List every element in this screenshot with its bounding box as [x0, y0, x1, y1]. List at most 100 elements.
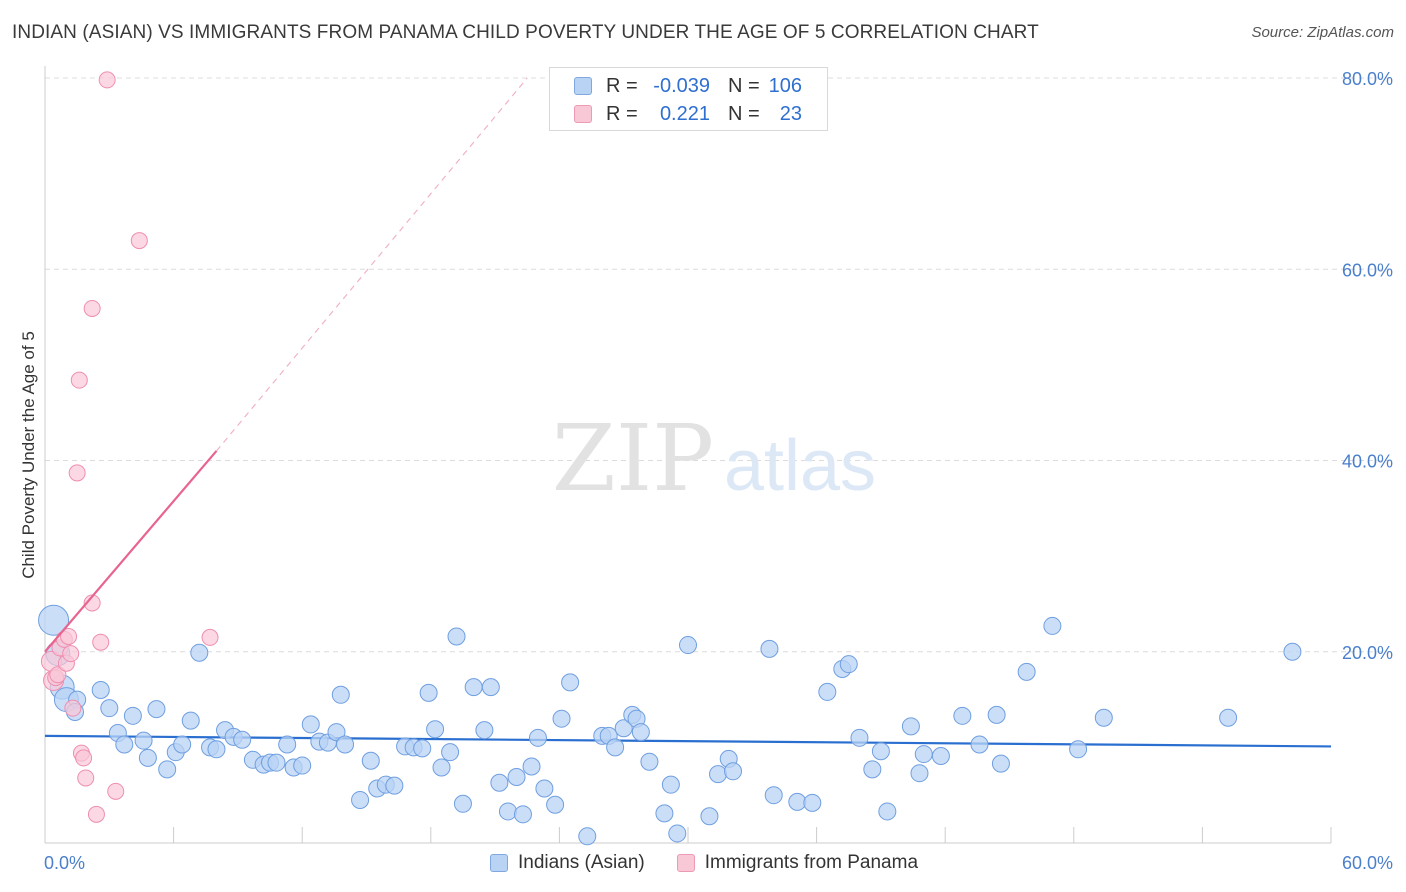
- point-indians: [871, 742, 890, 761]
- point-indians: [327, 723, 346, 742]
- point-indians: [614, 719, 633, 738]
- point-indians: [528, 728, 547, 747]
- point-indians: [709, 765, 728, 784]
- point-panama: [107, 782, 125, 800]
- point-indians: [1017, 662, 1036, 681]
- legend-item-panama[interactable]: Immigrants from Panama: [676, 852, 919, 874]
- pink-swatch-icon: [676, 854, 695, 872]
- point-indians: [535, 779, 554, 798]
- legend-row-panama: R = 0.221 N = 23: [574, 100, 802, 128]
- point-indians: [331, 685, 350, 704]
- point-indians: [507, 768, 526, 787]
- n-value: 106: [768, 74, 802, 97]
- point-panama: [77, 769, 95, 787]
- point-indians: [351, 790, 370, 809]
- y-tick-label: 80.0%: [1342, 69, 1393, 89]
- point-indians: [301, 715, 320, 734]
- point-indians: [910, 764, 929, 783]
- point-indians: [490, 773, 509, 792]
- legend-label-panama: Immigrants from Panama: [704, 852, 919, 873]
- y-tick-label: 20.0%: [1342, 643, 1393, 663]
- point-panama: [201, 628, 219, 646]
- point-panama: [92, 633, 110, 651]
- point-panama: [75, 749, 93, 767]
- point-indians: [901, 717, 920, 736]
- axes: [44, 66, 1332, 844]
- point-indians: [432, 758, 451, 777]
- point-indians: [475, 721, 494, 740]
- point-panama: [98, 71, 116, 89]
- legend-item-indians[interactable]: Indians (Asian): [490, 852, 645, 874]
- point-indians: [863, 760, 882, 779]
- series-legend: Indians (Asian) Immigrants from Panama: [490, 852, 950, 874]
- r-value: -0.039: [653, 74, 710, 97]
- point-indians: [578, 827, 597, 846]
- point-indians: [1069, 740, 1088, 759]
- point-panama: [64, 699, 82, 717]
- point-indians: [413, 739, 432, 758]
- point-indians: [631, 723, 650, 742]
- point-indians: [970, 735, 989, 754]
- point-indians: [441, 743, 460, 762]
- point-indians: [818, 682, 837, 701]
- data-points: [38, 71, 1302, 846]
- r-label: R =: [606, 102, 638, 125]
- point-indians: [419, 683, 438, 702]
- point-panama: [70, 371, 88, 389]
- point-indians: [987, 705, 1006, 724]
- point-indians: [447, 627, 466, 646]
- point-indians: [190, 643, 209, 662]
- x-tick-label: 0.0%: [44, 853, 85, 873]
- grid-lines: [45, 77, 1392, 653]
- y-tick-label: 60.0%: [1342, 260, 1393, 280]
- point-indians: [931, 746, 950, 765]
- trend-line-panama: [44, 450, 218, 653]
- n-label: N =: [728, 74, 760, 97]
- point-panama: [49, 666, 67, 684]
- point-indians: [464, 678, 483, 697]
- point-indians: [522, 757, 541, 776]
- point-indians: [655, 804, 674, 823]
- trend-lines: [44, 77, 1332, 748]
- point-indians: [661, 775, 680, 794]
- point-panama: [87, 805, 105, 823]
- point-indians: [991, 754, 1010, 773]
- point-indians: [700, 807, 719, 826]
- point-indians: [481, 678, 500, 697]
- tick-labels: 20.0% 40.0% 60.0% 80.0% 0.0% 60.0%: [44, 69, 1393, 873]
- point-indians: [803, 793, 822, 812]
- point-indians: [207, 740, 226, 759]
- point-indians: [498, 802, 517, 821]
- n-label: N =: [728, 102, 760, 125]
- watermark-atlas: atlas: [724, 426, 876, 506]
- point-indians: [147, 700, 166, 719]
- point-indians: [1094, 708, 1113, 727]
- point-indians: [123, 706, 142, 725]
- point-indians: [546, 795, 565, 814]
- x-tick-label: 60.0%: [1342, 853, 1393, 873]
- source-credit: Source: ZipAtlas.com: [1251, 24, 1394, 41]
- point-indians: [679, 636, 697, 655]
- point-indians: [760, 639, 779, 658]
- n-value: 23: [779, 102, 802, 125]
- point-indians: [267, 753, 286, 772]
- point-indians: [914, 745, 933, 764]
- point-indians: [1219, 708, 1238, 727]
- blue-swatch-icon: [574, 77, 592, 95]
- point-indians: [100, 699, 119, 718]
- point-indians: [426, 720, 445, 739]
- point-indians: [640, 752, 659, 771]
- pink-swatch-icon: [574, 105, 592, 123]
- point-panama: [83, 299, 101, 317]
- point-panama: [130, 232, 148, 250]
- point-indians: [1283, 642, 1302, 661]
- point-indians: [1043, 616, 1062, 635]
- blue-swatch-icon: [490, 854, 508, 872]
- legend-label-indians: Indians (Asian): [518, 852, 645, 873]
- watermark-zip: ZIP: [552, 405, 714, 512]
- point-indians: [181, 711, 200, 730]
- point-indians: [293, 756, 312, 775]
- point-indians: [158, 760, 177, 779]
- point-indians: [173, 735, 192, 754]
- point-indians: [134, 731, 153, 750]
